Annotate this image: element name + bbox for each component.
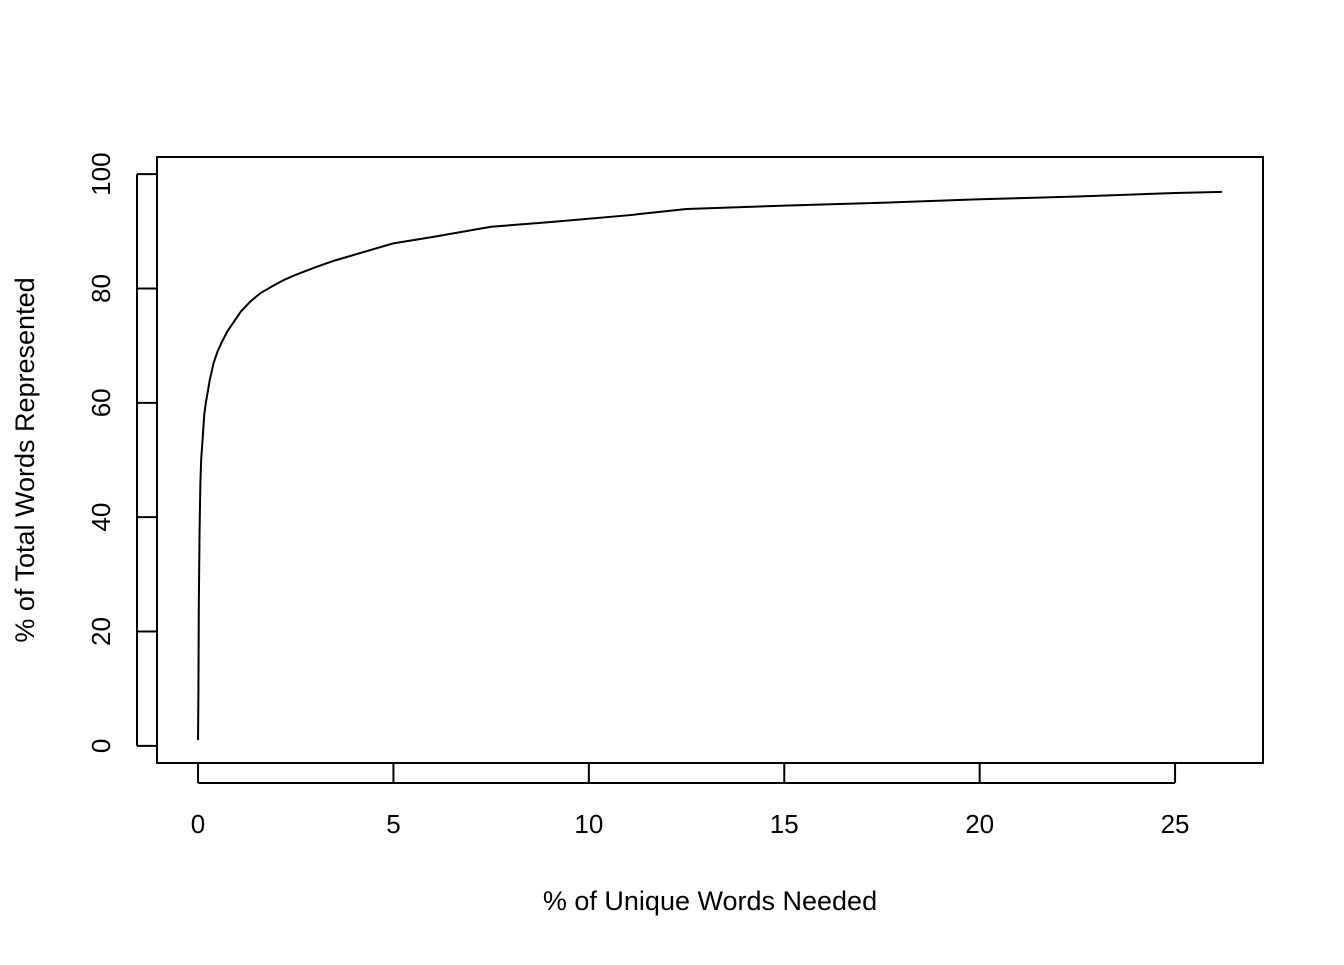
x-tick-label: 25 [1161, 809, 1190, 839]
series-line [197, 190, 1222, 741]
x-tick-label: 10 [574, 809, 603, 839]
x-tick-label: 20 [965, 809, 994, 839]
y-tick-label: 80 [86, 274, 116, 303]
plot-frame [156, 156, 1264, 764]
y-tick-label: 20 [86, 617, 116, 646]
x-tick-label: 15 [770, 809, 799, 839]
x-axis: 0 5 10 15 20 25 [191, 763, 1190, 839]
y-tick-label: 60 [86, 388, 116, 417]
y-axis: 0 20 40 60 80 100 [86, 152, 157, 753]
x-tick-label: 0 [191, 809, 205, 839]
y-axis-title: % of Total Words Represented [10, 277, 40, 642]
y-tick-label: 40 [86, 503, 116, 532]
y-tick-label: 0 [86, 739, 116, 753]
x-tick-label: 5 [386, 809, 400, 839]
x-axis-title: % of Unique Words Needed [543, 886, 877, 916]
y-tick-label: 100 [86, 152, 116, 195]
